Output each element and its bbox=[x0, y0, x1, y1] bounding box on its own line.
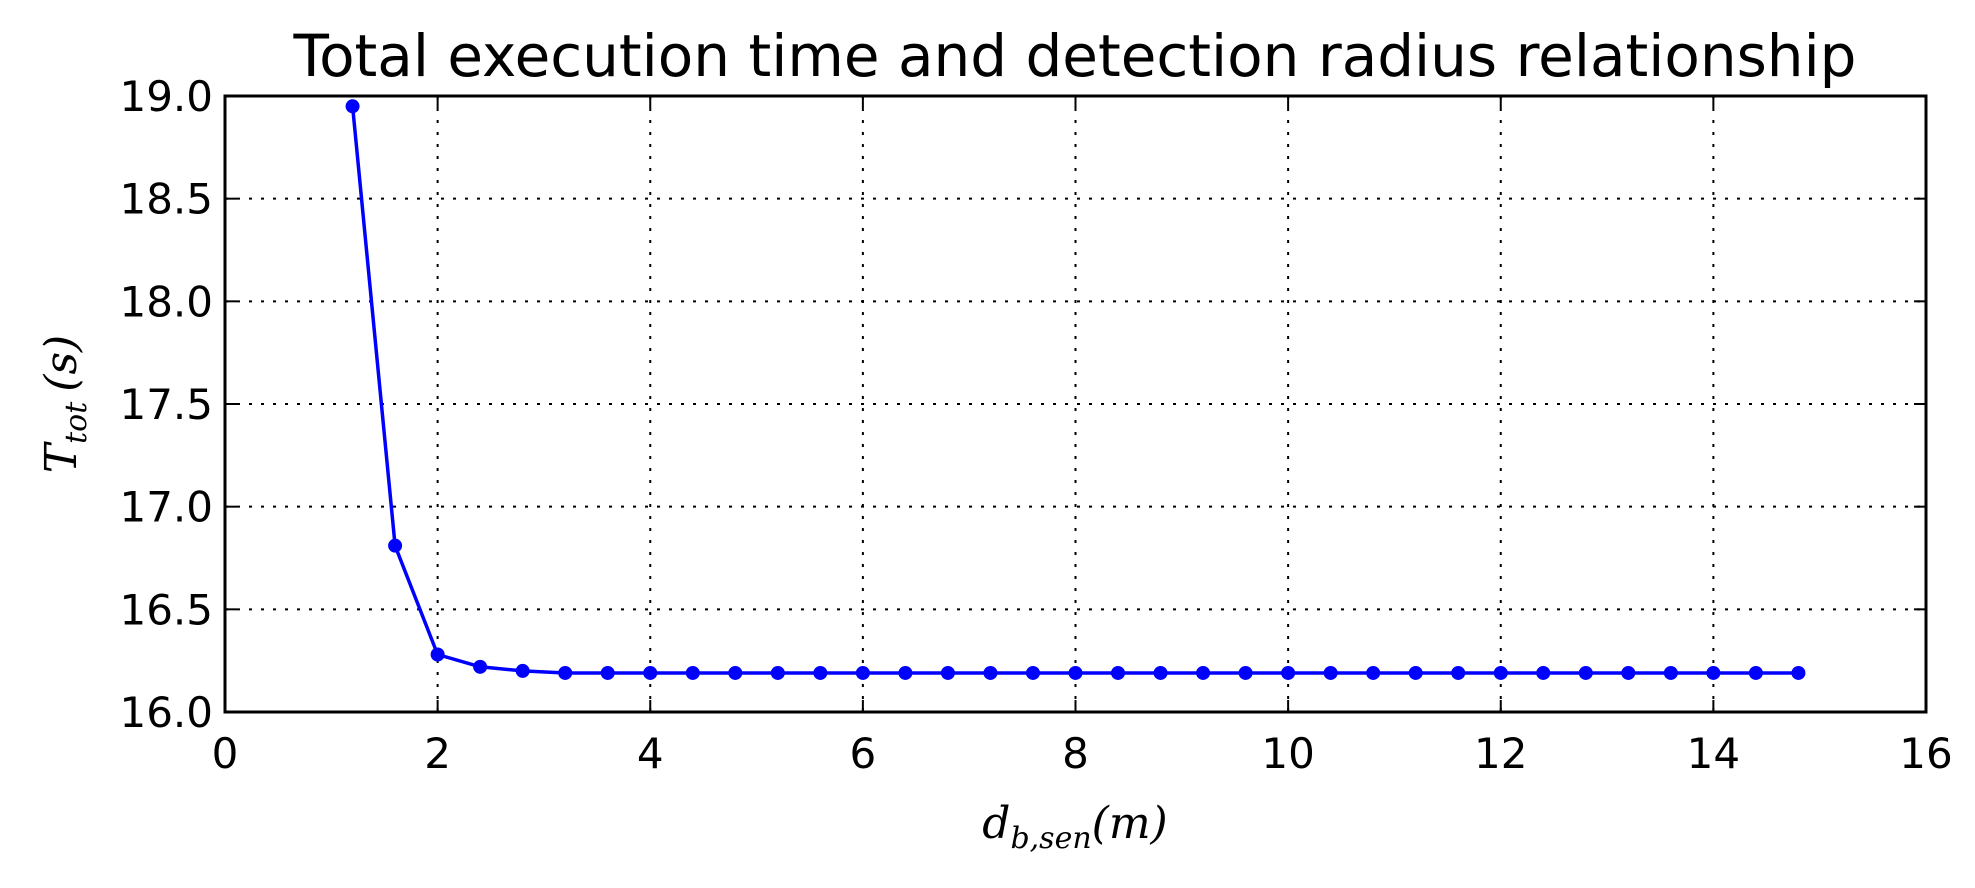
y-axis-label: Ttot(s) bbox=[36, 335, 94, 473]
x-tick-label: 10 bbox=[1261, 729, 1314, 778]
series-layer bbox=[345, 99, 1806, 680]
data-point bbox=[1196, 665, 1211, 680]
data-point bbox=[1621, 665, 1636, 680]
data-point bbox=[1536, 665, 1551, 680]
data-point bbox=[1748, 665, 1763, 680]
data-point bbox=[430, 647, 445, 662]
data-point bbox=[728, 665, 743, 680]
data-point bbox=[558, 665, 573, 680]
data-point bbox=[685, 665, 700, 680]
y-tick-label: 16.5 bbox=[119, 585, 213, 634]
y-tick-label: 17.5 bbox=[119, 380, 213, 429]
data-point bbox=[388, 538, 403, 553]
data-point bbox=[515, 663, 530, 678]
x-tick-label: 12 bbox=[1474, 729, 1527, 778]
data-point bbox=[1706, 665, 1721, 680]
grid-lines bbox=[225, 96, 1926, 712]
data-point bbox=[1663, 665, 1678, 680]
data-point bbox=[643, 665, 658, 680]
data-point bbox=[1366, 665, 1381, 680]
x-tick-label: 16 bbox=[1899, 729, 1952, 778]
y-tick-label: 18.0 bbox=[119, 277, 213, 326]
series-line bbox=[350, 106, 1799, 675]
data-point bbox=[1791, 665, 1806, 680]
data-point bbox=[1281, 665, 1296, 680]
data-point bbox=[1578, 665, 1593, 680]
data-point bbox=[1238, 665, 1253, 680]
data-point bbox=[1025, 665, 1040, 680]
data-point bbox=[1451, 665, 1466, 680]
data-point bbox=[1111, 665, 1126, 680]
y-tick-label: 18.5 bbox=[119, 175, 213, 224]
data-point bbox=[1068, 665, 1083, 680]
x-tick-label: 8 bbox=[1062, 729, 1089, 778]
x-axis-label: db,sen(m) bbox=[982, 798, 1167, 856]
data-point bbox=[1153, 665, 1168, 680]
data-point bbox=[770, 665, 785, 680]
data-point bbox=[1323, 665, 1338, 680]
x-tick-label: 0 bbox=[212, 729, 239, 778]
data-point bbox=[983, 665, 998, 680]
axis-ticks: 0 2 4 6 8 10 12 14 16 16.0 16.5 17.0 17.5 18.0 18.5 19.… bbox=[119, 72, 1952, 778]
data-point bbox=[1408, 665, 1423, 680]
x-tick-label: 6 bbox=[850, 729, 877, 778]
chart-title: Total execution time and detection radiu… bbox=[293, 22, 1857, 90]
data-point bbox=[345, 99, 360, 114]
data-point bbox=[898, 665, 913, 680]
data-point bbox=[855, 665, 870, 680]
data-point bbox=[940, 665, 955, 680]
data-point bbox=[1493, 665, 1508, 680]
data-point bbox=[813, 665, 828, 680]
x-tick-label: 14 bbox=[1687, 729, 1740, 778]
data-point bbox=[600, 665, 615, 680]
x-tick-label: 4 bbox=[637, 729, 664, 778]
y-tick-label: 17.0 bbox=[119, 483, 213, 532]
x-tick-label: 2 bbox=[424, 729, 451, 778]
y-tick-label: 19.0 bbox=[119, 72, 213, 121]
y-tick-label: 16.0 bbox=[119, 688, 213, 737]
plot-frame bbox=[223, 94, 1928, 714]
data-point bbox=[473, 659, 488, 674]
